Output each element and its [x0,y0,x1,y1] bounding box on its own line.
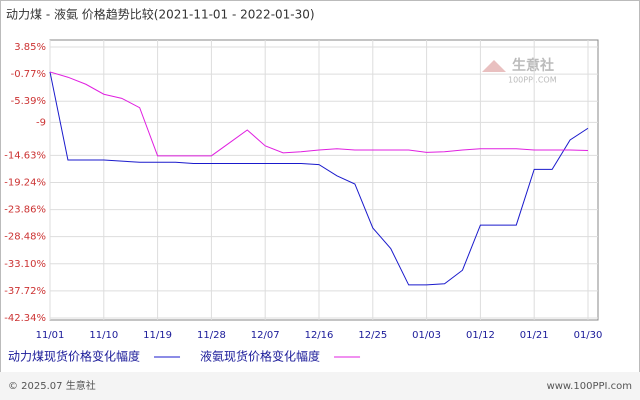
footer-left: © 2025.07 生意社 [8,379,96,392]
x-tick-label: 11/19 [143,330,172,341]
legend-label: 液氨现货价格变化幅度 [200,349,320,364]
x-tick-label: 11/10 [89,330,118,341]
x-tick-label: 11/01 [36,330,65,341]
y-tick-label: -37.72% [4,286,46,297]
x-tick-label: 01/12 [466,330,495,341]
y-tick-label: -0.77% [11,69,46,80]
legend-label: 动力煤现货价格变化幅度 [8,349,140,364]
x-tick-label: 01/21 [520,330,549,341]
y-tick-label: -5.39% [11,96,46,107]
y-tick-label: -14.63% [4,150,46,161]
y-tick-label: -28.48% [4,232,46,243]
series-line [49,71,589,286]
chart-title: 动力煤 - 液氨 价格趋势比较(2021-11-01 - 2022-01-30) [6,7,315,22]
footer-right: www.100PPI.com [547,381,632,392]
y-tick-label: 3.85% [14,42,46,53]
x-tick-label: 12/25 [358,330,387,341]
x-tick-label: 11/28 [197,330,226,341]
y-tick-label: -33.10% [4,259,46,270]
watermark-title: 生意社 [512,57,554,74]
watermark-subtitle: 100PPI.COM [508,76,557,85]
footer-bg [0,372,640,400]
x-tick-label: 01/30 [574,330,603,341]
y-tick-label: -19.24% [4,177,46,188]
series-line [49,71,589,157]
x-tick-label: 01/03 [412,330,441,341]
watermark-logo [482,60,506,72]
x-tick-label: 12/16 [305,330,334,341]
y-tick-label: -9 [36,117,46,128]
y-tick-label: -42.34% [4,313,46,324]
x-tick-label: 12/07 [251,330,280,341]
y-tick-label: -23.86% [4,205,46,216]
